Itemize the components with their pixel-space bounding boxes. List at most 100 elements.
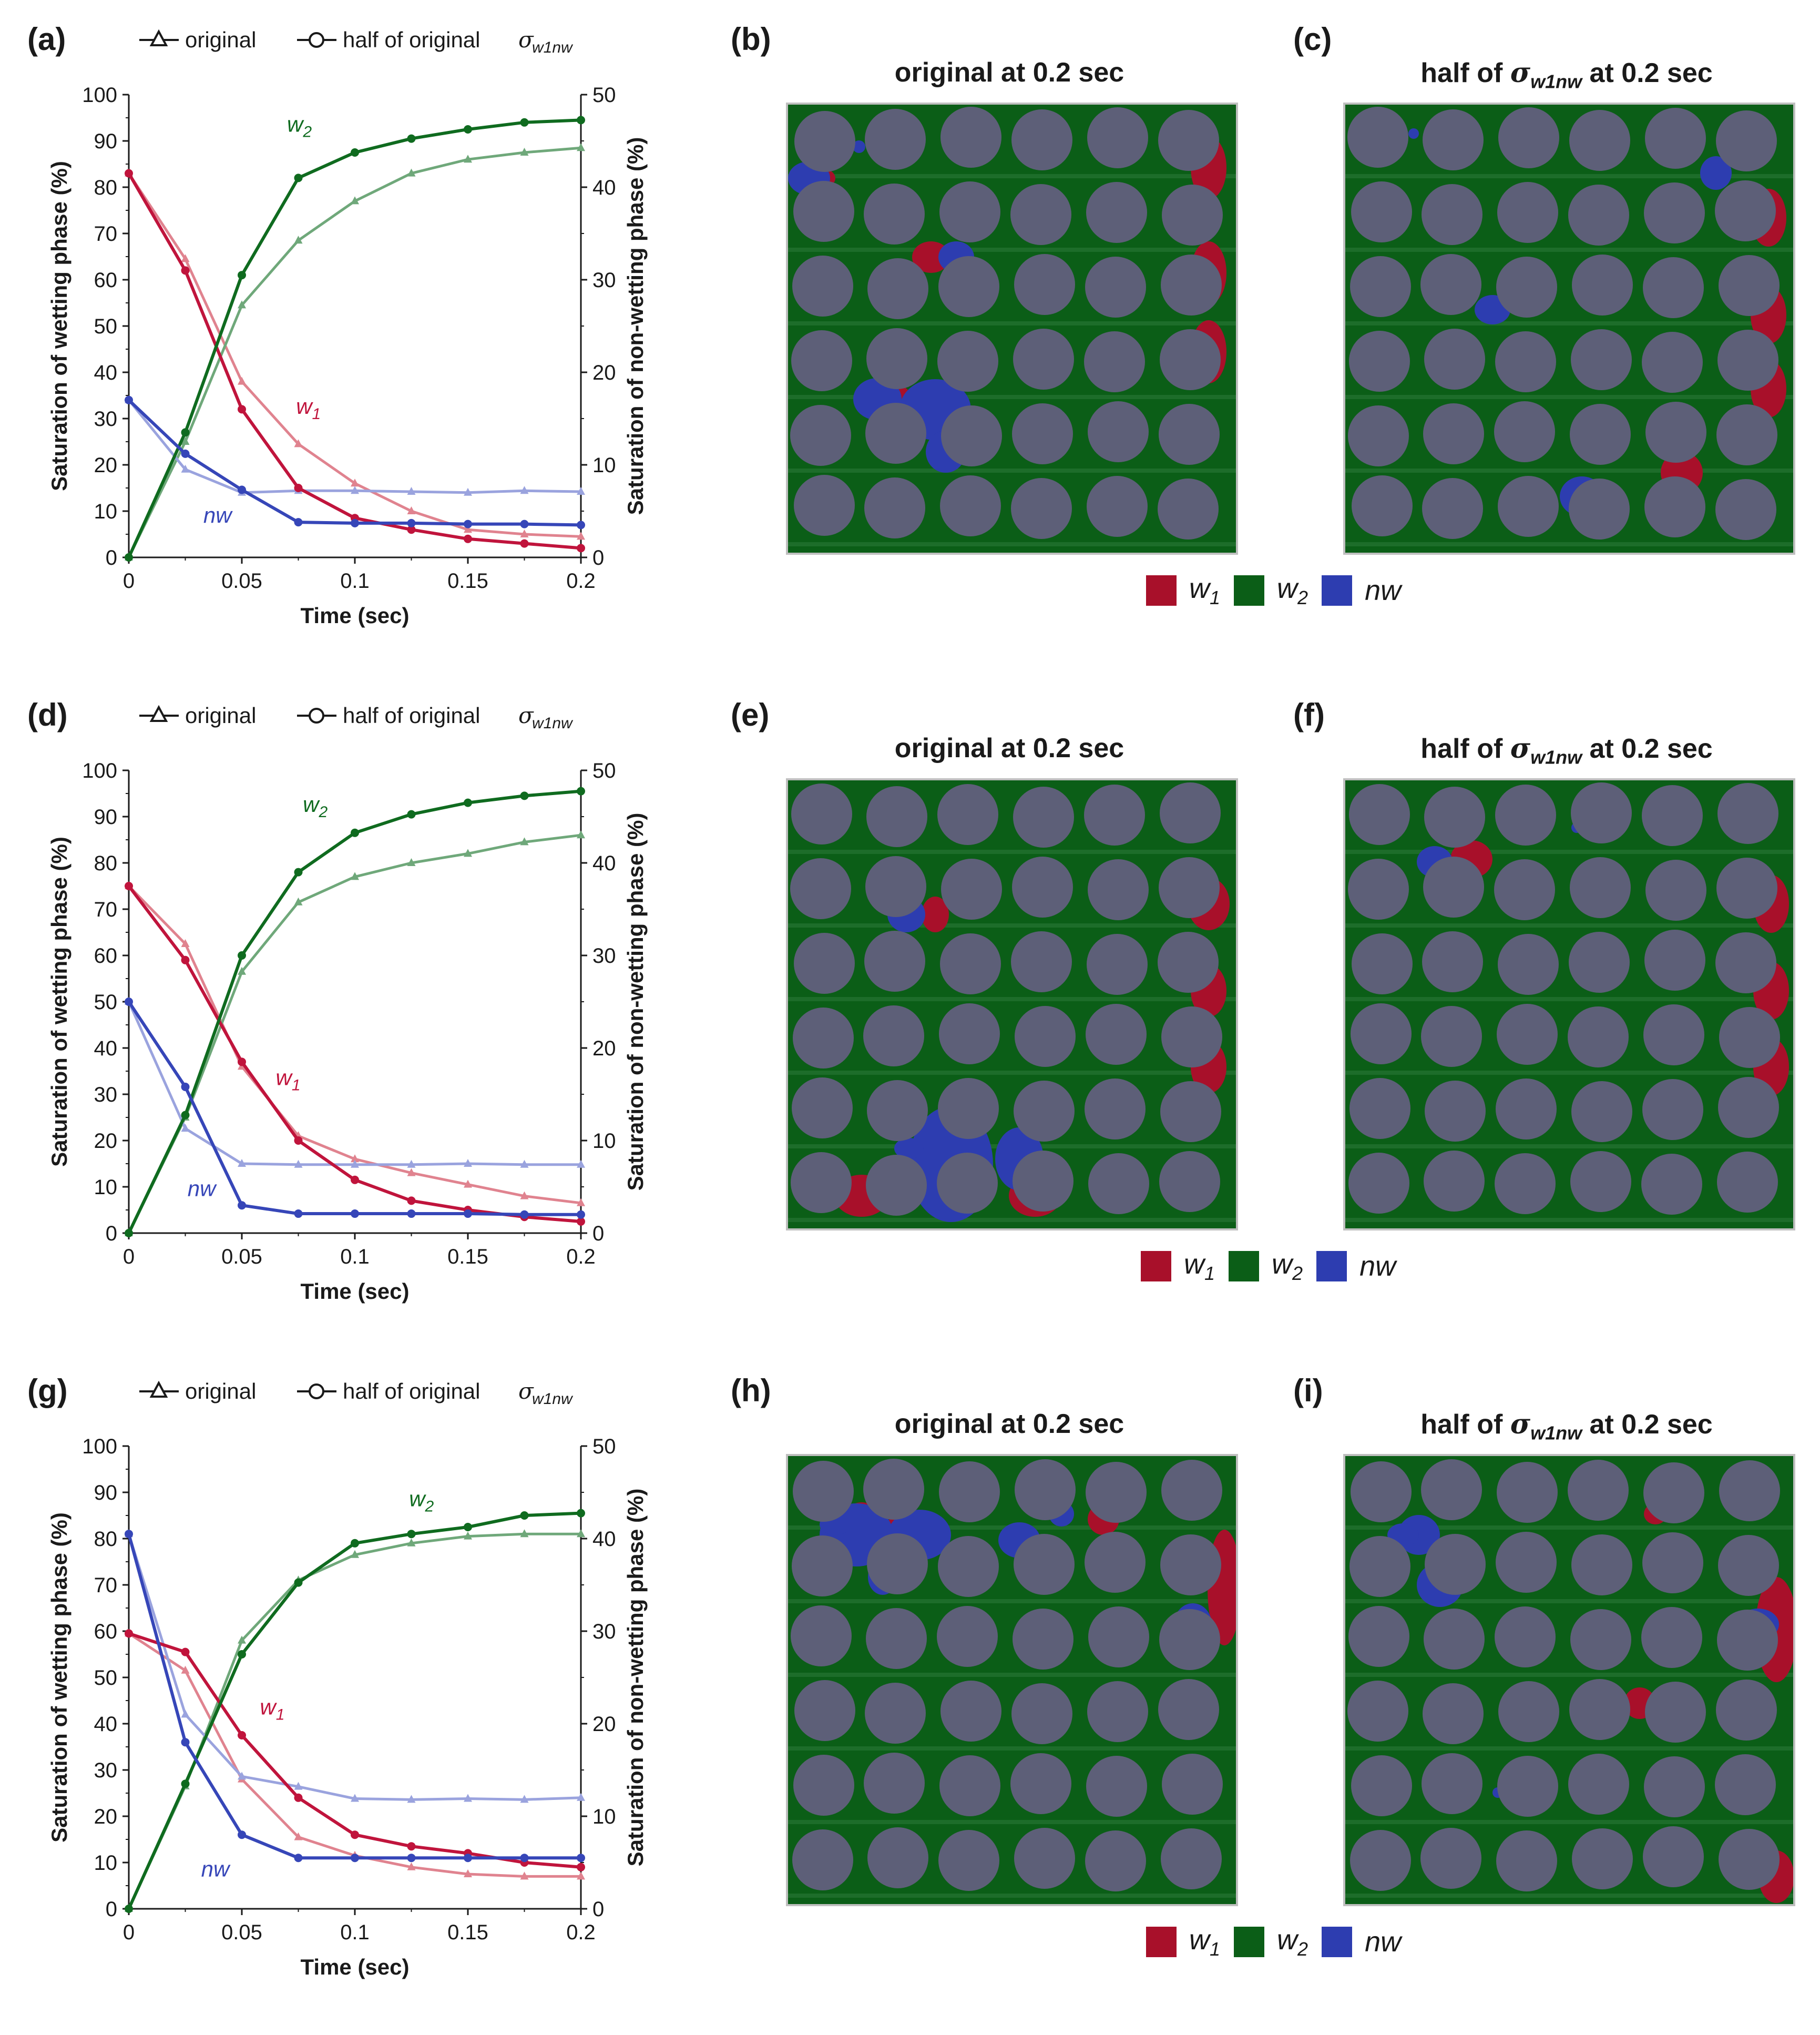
data-point-triangle	[351, 479, 359, 487]
phase-nw-region	[853, 140, 865, 153]
data-point-circle	[181, 266, 190, 275]
solid-grain	[1495, 1606, 1556, 1667]
data-point-circle	[407, 518, 416, 527]
solid-grain	[1645, 108, 1706, 169]
flow-streak	[1345, 469, 1793, 473]
data-point-circle	[238, 951, 246, 960]
legend-item-w2: w2	[1229, 1248, 1303, 1285]
annotation-w2: w2	[303, 792, 328, 821]
swatch-w1	[1141, 1250, 1171, 1281]
data-point-circle	[181, 449, 190, 458]
solid-grain	[1643, 1004, 1704, 1065]
data-point-triangle	[407, 487, 416, 495]
solid-grain	[1160, 1081, 1221, 1142]
solid-grain	[1348, 1153, 1409, 1214]
panel-letter-g: (g)	[27, 1373, 68, 1408]
panel-letter-e: (e)	[731, 697, 770, 732]
data-point-circle	[125, 998, 133, 1006]
data-point-circle	[125, 1229, 133, 1237]
solid-grain	[1424, 787, 1485, 848]
solid-grain	[1010, 184, 1071, 245]
solid-grain	[1494, 401, 1555, 462]
x-tick-label: 0	[123, 1921, 135, 1944]
snapshot-image-e	[786, 778, 1238, 1230]
series-nw-half	[125, 998, 585, 1219]
solid-grain	[940, 107, 1001, 168]
phase-legend-middle: w1 w2 nw	[1141, 1248, 1409, 1285]
data-point-circle	[464, 1523, 472, 1531]
annotation-w2: w2	[287, 111, 312, 140]
legend-sigma-subscript: w1nw	[532, 1390, 574, 1408]
flow-streak	[788, 1071, 1236, 1075]
data-point-circle	[520, 520, 529, 528]
snapshot-title-i: half of σw1nw at 0.2 sec	[1420, 1408, 1713, 1444]
solid-grain	[1715, 1754, 1776, 1815]
x-axis-title: Time (sec)	[301, 603, 410, 628]
solid-grain	[793, 1461, 854, 1522]
solid-grain	[1424, 329, 1485, 390]
solid-grain	[939, 181, 1000, 242]
solid-grain	[1349, 331, 1410, 392]
solid-grain	[1014, 1828, 1075, 1889]
solid-grain	[940, 933, 1001, 994]
solid-grain	[1425, 1534, 1486, 1595]
flow-streak	[788, 997, 1236, 1001]
solid-grain	[1015, 1006, 1076, 1067]
swatch-w1	[1146, 1926, 1177, 1957]
series-w2-original	[125, 830, 585, 1236]
solid-grain	[1084, 785, 1145, 846]
solid-grain	[1717, 1610, 1778, 1671]
data-point-circle	[577, 1217, 585, 1226]
data-point-triangle	[520, 837, 529, 846]
y-tick-label-left: 10	[94, 1851, 118, 1875]
y-tick-label-right: 50	[592, 84, 616, 107]
data-point-circle	[125, 395, 133, 404]
data-point-circle	[577, 116, 585, 125]
solid-grain	[1349, 1078, 1410, 1139]
data-point-circle	[577, 1854, 585, 1863]
y-tick-label-left: 20	[94, 1805, 118, 1828]
solid-grain	[1352, 933, 1413, 994]
legend-sigma-subscript: w1nw	[532, 39, 574, 56]
solid-grain	[1641, 1154, 1702, 1215]
solid-grain	[1421, 1459, 1482, 1520]
flow-streak	[1345, 1746, 1793, 1751]
y-axis-title-left: Saturation of wetting phase (%)	[47, 161, 71, 491]
data-point-triangle	[520, 1795, 529, 1803]
solid-grain	[1350, 256, 1411, 317]
y-tick-label-right: 10	[592, 454, 616, 477]
phase-w1-region	[922, 897, 949, 932]
panel-letter-h: (h)	[731, 1373, 771, 1408]
y-tick-label-left: 100	[82, 84, 117, 107]
data-point-circle	[294, 484, 303, 492]
data-point-circle	[181, 1779, 190, 1788]
data-point-circle	[181, 1082, 190, 1091]
data-point-circle	[181, 428, 190, 437]
data-point-circle	[464, 534, 472, 543]
solid-grain	[1161, 1460, 1222, 1521]
solid-grain	[1347, 1681, 1408, 1742]
solid-grain	[1160, 329, 1221, 390]
solid-grain	[1088, 1153, 1149, 1214]
data-point-circle	[351, 1539, 359, 1548]
data-point-circle	[577, 1509, 585, 1518]
solid-grain	[1495, 331, 1556, 392]
solid-grain	[1158, 932, 1219, 993]
solid-grain	[866, 1155, 927, 1216]
data-point-circle	[181, 1738, 190, 1747]
phase-nw-region	[1700, 156, 1732, 190]
series-line	[127, 146, 581, 558]
solid-grain	[1351, 1003, 1412, 1064]
data-point-circle	[125, 1905, 133, 1913]
series-nw-original	[125, 395, 585, 496]
y-tick-label-left: 50	[94, 1666, 118, 1690]
chart-legend: original half of original σw1nw	[139, 703, 574, 732]
solid-grain	[1494, 859, 1555, 920]
data-point-triangle	[464, 1869, 472, 1877]
data-point-circle	[464, 1854, 472, 1863]
legend-marker-circle	[309, 1383, 324, 1399]
solid-grain	[937, 1606, 998, 1667]
panel-letter-c: (c)	[1293, 22, 1332, 57]
flow-streak	[788, 174, 1236, 178]
legend-marker-triangle	[149, 705, 168, 722]
